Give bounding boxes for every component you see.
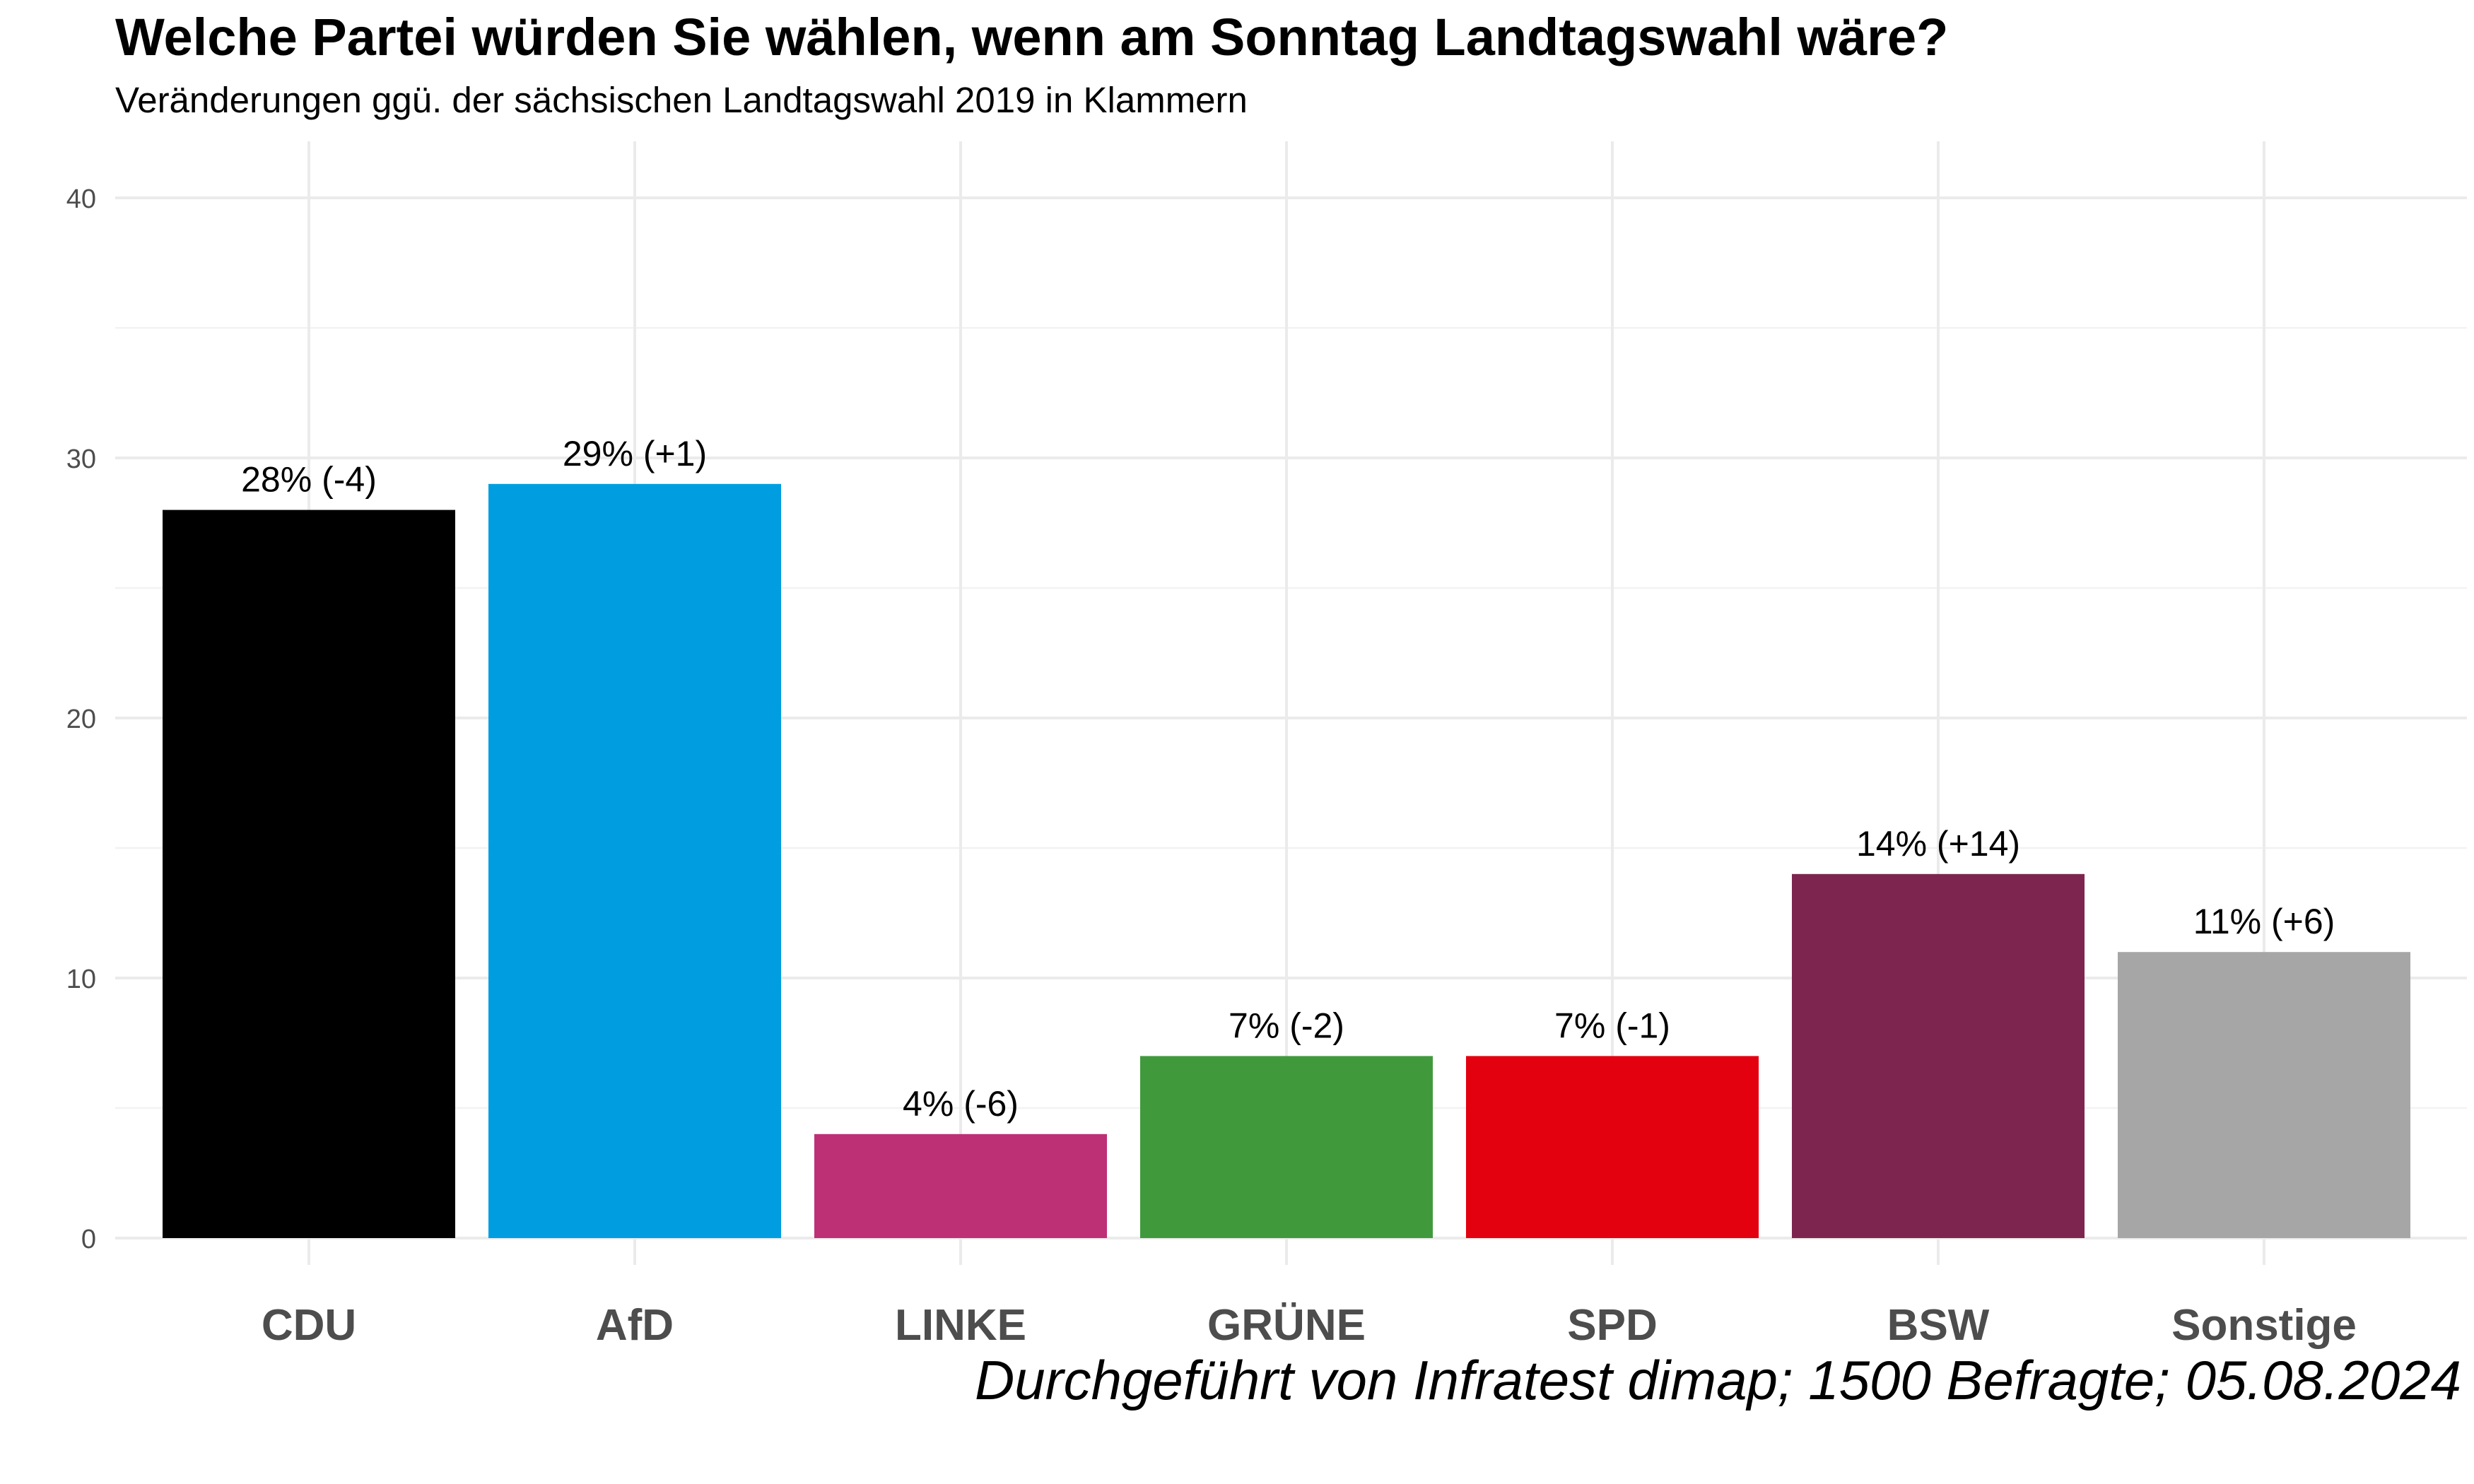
chart-title: Welche Partei würden Sie wählen, wenn am… [115, 8, 1949, 66]
x-tick-label: BSW [1887, 1301, 1990, 1350]
y-tick-label: 10 [66, 965, 96, 994]
x-tick-label: SPD [1567, 1301, 1657, 1350]
data-label: 7% (-1) [1554, 1006, 1670, 1045]
bar-grüne [1140, 1056, 1433, 1238]
x-tick-label: GRÜNE [1207, 1301, 1366, 1350]
x-tick-label: CDU [262, 1301, 356, 1350]
bar-spd [1466, 1056, 1759, 1238]
chart-caption: Durchgeführt von Infratest dimap; 1500 B… [974, 1349, 2461, 1411]
x-tick-label: Sonstige [2171, 1301, 2357, 1350]
bar-bsw [1792, 873, 2085, 1238]
data-label: 14% (+14) [1856, 824, 2020, 864]
data-label: 11% (+6) [2193, 902, 2335, 941]
data-label: 7% (-2) [1229, 1006, 1344, 1045]
y-tick-label: 30 [66, 444, 96, 474]
bar-layer [163, 483, 2410, 1238]
bar-sonstige [2118, 952, 2410, 1238]
x-tick-label: LINKE [895, 1301, 1026, 1350]
axis-layer: CDU AfD LINKE GRÜNE SPD BSW Sonstige 0 10 20 30 40 [66, 184, 2357, 1350]
y-tick-label: 20 [66, 705, 96, 734]
y-tick-label: 0 [81, 1225, 96, 1254]
x-tick-label: AfD [596, 1301, 674, 1350]
chart-subtitle: Veränderungen ggü. der sächsischen Landt… [115, 80, 1248, 120]
label-layer: 28% (-4) 29% (+1) 4% (-6) 7% (-2) 7% (-1) 14%… [241, 434, 2335, 1124]
bar-afd [488, 483, 781, 1238]
bar-cdu [163, 510, 455, 1238]
y-tick-label: 40 [66, 184, 96, 214]
bar-linke [814, 1133, 1107, 1238]
data-label: 28% (-4) [241, 460, 377, 500]
data-label: 29% (+1) [563, 434, 707, 473]
data-label: 4% (-6) [903, 1084, 1019, 1124]
